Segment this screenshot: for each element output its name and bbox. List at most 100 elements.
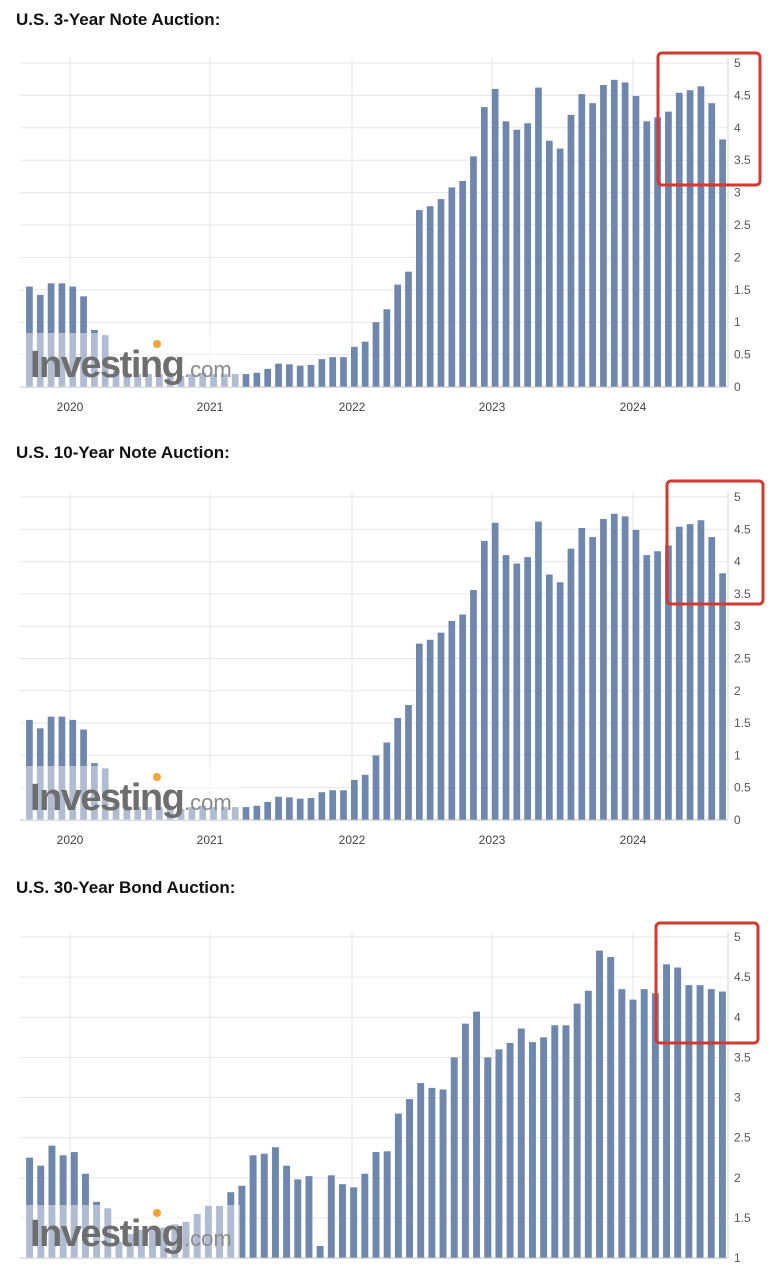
y-tick-label: 3	[734, 1091, 741, 1105]
watermark-brand: Investing	[30, 344, 183, 386]
y-tick-label: 5	[734, 56, 741, 70]
bar	[329, 357, 337, 387]
x-tick-label: 2023	[479, 833, 506, 847]
bar	[394, 1113, 402, 1258]
bar	[470, 156, 477, 387]
bar	[296, 798, 304, 820]
bar	[101, 335, 109, 387]
bar	[188, 807, 196, 820]
bar	[707, 989, 715, 1258]
bar	[448, 187, 456, 387]
bar	[193, 1213, 201, 1258]
bar	[231, 807, 239, 820]
bar	[629, 999, 637, 1258]
bar	[484, 1057, 492, 1259]
bar	[318, 359, 326, 387]
bar	[221, 807, 228, 820]
y-tick-label: 0	[734, 813, 741, 827]
bar	[59, 1155, 67, 1258]
bar	[589, 537, 596, 820]
bar	[199, 805, 207, 820]
y-tick-label: 3.5	[734, 1050, 751, 1064]
bar	[697, 520, 705, 820]
watermark-suffix: .com	[184, 1226, 232, 1251]
bar	[708, 103, 716, 388]
bar	[415, 210, 423, 387]
bar	[339, 1184, 346, 1258]
bar	[437, 632, 445, 820]
watermark-band	[22, 766, 240, 820]
bar	[275, 363, 282, 387]
bar	[573, 1003, 581, 1258]
bar	[253, 805, 261, 820]
watermark-accent	[153, 773, 161, 781]
watermark-band	[22, 333, 240, 387]
highlight-box	[665, 479, 765, 606]
bar	[556, 148, 564, 387]
bar	[91, 763, 98, 820]
bar	[26, 719, 33, 820]
bar	[675, 526, 683, 820]
bar	[361, 1173, 369, 1258]
bar	[115, 1241, 123, 1258]
bar	[372, 755, 380, 820]
bar	[551, 1025, 559, 1258]
watermark-suffix: .com	[184, 790, 232, 815]
y-tick-label: 4.5	[734, 522, 751, 536]
bar	[80, 296, 87, 387]
bar	[651, 993, 659, 1258]
bar	[101, 768, 109, 820]
bar	[513, 563, 521, 820]
bar	[91, 329, 98, 387]
bar	[70, 1152, 78, 1258]
x-tick-label: 2022	[339, 400, 366, 414]
bar	[696, 985, 704, 1258]
bar	[47, 283, 55, 387]
bar	[350, 1187, 358, 1258]
bar	[296, 365, 304, 387]
bar	[137, 1229, 145, 1258]
bar	[271, 1147, 279, 1258]
bar	[340, 790, 347, 820]
bar	[316, 1245, 324, 1258]
bar	[428, 1087, 436, 1258]
bar	[618, 989, 626, 1258]
bar	[674, 967, 682, 1258]
bar	[361, 341, 369, 387]
bar	[665, 111, 672, 387]
y-tick-label: 5	[734, 490, 741, 504]
bar	[502, 121, 510, 387]
bar	[350, 346, 358, 387]
y-tick-label: 2	[734, 1171, 741, 1185]
bar	[372, 322, 380, 387]
bar	[697, 86, 705, 387]
y-tick-label: 4	[734, 1010, 741, 1024]
bar	[82, 1173, 89, 1258]
y-tick-label: 3.5	[734, 587, 751, 601]
bar	[134, 807, 142, 820]
bar	[58, 716, 66, 820]
bar	[149, 1225, 156, 1258]
y-tick-label: 1	[734, 1251, 741, 1265]
bar	[665, 545, 672, 820]
bar	[517, 1028, 525, 1258]
bar	[166, 375, 174, 387]
bar	[182, 1221, 190, 1258]
y-tick-label: 1	[734, 315, 741, 329]
bar	[417, 1083, 425, 1258]
watermark-brand: Investing	[30, 1213, 183, 1255]
bar	[654, 551, 661, 820]
y-tick-label: 3	[734, 619, 741, 633]
bar	[426, 206, 434, 387]
bar	[80, 729, 87, 820]
bar	[719, 139, 726, 387]
bar	[47, 716, 55, 820]
bar	[461, 1023, 469, 1258]
x-tick-label: 2020	[57, 833, 84, 847]
bar	[632, 96, 640, 388]
bar	[58, 283, 66, 387]
bar	[545, 574, 553, 820]
bar	[450, 1057, 458, 1259]
bar	[535, 521, 542, 820]
